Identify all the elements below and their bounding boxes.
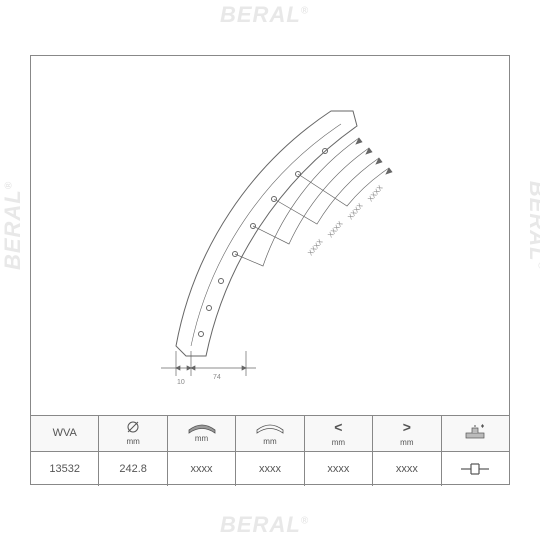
rivet-icon — [463, 424, 487, 442]
technical-drawing: XXXX XXXX XXXX XXXX 10 74 — [31, 56, 509, 416]
watermark-bottom: BERAL® — [220, 512, 309, 538]
header-width-top: mm — [168, 416, 236, 451]
dim-bottom-right: 74 — [213, 374, 221, 381]
dim-label-2: XXXX — [327, 220, 345, 239]
watermark-right: BERAL® — [524, 181, 540, 270]
main-frame: XXXX XXXX XXXX XXXX 10 74 WVA — [30, 55, 510, 485]
table-value-row: 13532 242.8 xxxx xxxx xxxx xxxx — [31, 452, 509, 487]
lining-bottom-icon — [255, 420, 285, 434]
value-rivet — [442, 452, 509, 487]
value-diameter: 242.8 — [99, 452, 167, 487]
dim-bottom-left: 10 — [177, 379, 185, 386]
value-width-bottom: xxxx — [236, 452, 304, 487]
dim-label-4: XXXX — [367, 184, 385, 203]
value-thickness-min: xxxx — [305, 452, 373, 487]
dim-label-1: XXXX — [307, 238, 325, 257]
watermark-top: BERAL® — [220, 2, 309, 28]
spec-table: WVA mm mm mm — [31, 416, 509, 486]
value-width-top: xxxx — [168, 452, 236, 487]
header-width-bottom: mm — [236, 416, 304, 451]
diameter-icon — [125, 420, 141, 434]
lining-top-icon — [187, 420, 217, 434]
header-diameter: mm — [99, 416, 167, 451]
header-wva: WVA — [31, 416, 99, 451]
value-thickness-max: xxxx — [373, 452, 441, 487]
table-header-row: WVA mm mm mm — [31, 416, 509, 452]
header-thickness-max: > mm — [373, 416, 441, 451]
header-rivet-icon — [442, 416, 509, 451]
watermark-left: BERAL® — [0, 181, 26, 270]
header-thickness-min: < mm — [305, 416, 373, 451]
value-wva: 13532 — [31, 452, 99, 487]
rivet-profile-icon — [459, 461, 491, 477]
dim-label-3: XXXX — [347, 202, 365, 221]
